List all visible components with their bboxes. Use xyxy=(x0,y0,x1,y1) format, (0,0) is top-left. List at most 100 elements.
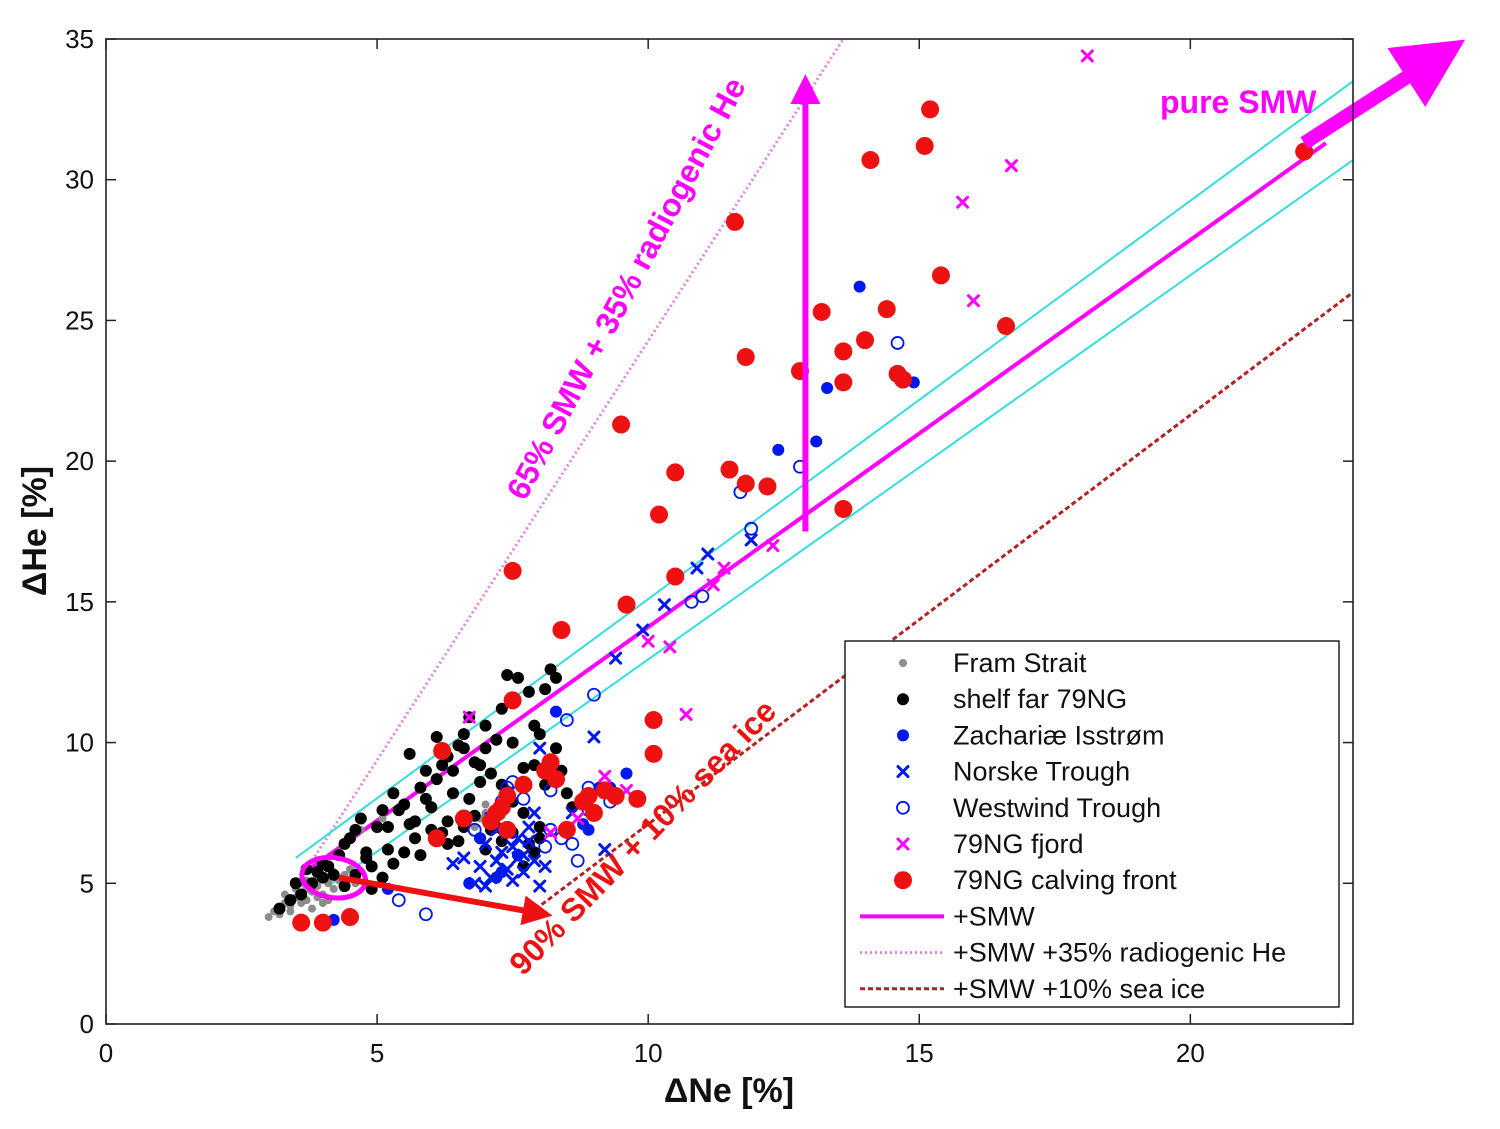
data-point xyxy=(430,730,443,743)
data-point xyxy=(473,859,487,873)
data-point xyxy=(679,707,693,721)
legend-marker xyxy=(899,659,907,667)
legend-item: Westwind Trough xyxy=(896,793,1161,823)
data-point xyxy=(452,835,465,848)
data-point xyxy=(391,893,406,908)
data-point xyxy=(657,598,671,612)
data-point xyxy=(376,804,389,817)
data-point xyxy=(584,803,603,822)
x-tick-label: 15 xyxy=(905,1038,934,1068)
legend-marker xyxy=(897,693,909,706)
data-point xyxy=(517,806,530,819)
data-point xyxy=(514,775,533,794)
data-point xyxy=(695,589,710,604)
data-point xyxy=(533,821,546,833)
data-point xyxy=(500,862,514,876)
legend-label: Norske Trough xyxy=(953,757,1130,787)
legend-marker xyxy=(896,837,910,851)
data-point xyxy=(587,687,601,702)
data-point xyxy=(543,822,558,837)
data-point xyxy=(560,787,573,800)
data-point xyxy=(538,859,552,873)
data-point xyxy=(462,710,476,724)
data-point xyxy=(264,913,273,922)
data-point xyxy=(821,381,834,394)
data-point xyxy=(544,826,558,840)
data-point xyxy=(720,460,739,479)
data-point xyxy=(853,280,866,293)
data-point xyxy=(1004,159,1018,173)
data-point xyxy=(579,787,598,806)
legend-item: shelf far 79NG xyxy=(897,684,1127,714)
data-point xyxy=(663,640,677,654)
data-point xyxy=(812,302,831,321)
data-point xyxy=(684,594,699,609)
x-tick-label: 20 xyxy=(1176,1038,1205,1068)
legend-label: +SMW xyxy=(953,901,1035,931)
legend-label: +SMW +35% radiogenic He xyxy=(953,938,1286,968)
data-point xyxy=(559,713,574,727)
data-point xyxy=(571,812,585,826)
data-point xyxy=(484,767,497,780)
data-point xyxy=(666,567,685,586)
data-point xyxy=(516,865,530,879)
data-point xyxy=(744,521,759,536)
data-point xyxy=(541,753,560,772)
data-point xyxy=(570,853,585,868)
data-point xyxy=(766,539,780,553)
data-point xyxy=(414,849,427,862)
legend-item: +SMW xyxy=(860,901,1035,931)
legend-item: Zachariæ Isstrøm xyxy=(897,720,1165,750)
data-point xyxy=(736,348,755,367)
data-point xyxy=(425,801,438,814)
data-point xyxy=(297,898,306,907)
legend-label: shelf far 79NG xyxy=(953,684,1127,714)
data-point xyxy=(550,671,563,684)
data-point xyxy=(1080,49,1094,63)
data-point xyxy=(539,683,552,696)
data-point xyxy=(834,342,853,361)
data-point xyxy=(295,888,308,901)
data-point xyxy=(834,499,853,518)
data-point xyxy=(527,854,541,868)
data-point xyxy=(598,769,612,783)
series-zachari-isstr-m xyxy=(327,280,920,926)
data-point xyxy=(921,100,940,119)
series-79ng-fjord xyxy=(462,49,1094,840)
data-point xyxy=(506,736,519,749)
data-point xyxy=(273,902,286,915)
data-point xyxy=(292,913,311,932)
data-point xyxy=(877,300,896,319)
data-point xyxy=(666,463,685,482)
data-point xyxy=(457,742,470,755)
data-point xyxy=(856,331,875,350)
legend-item: 79NG fjord xyxy=(896,829,1084,859)
data-point xyxy=(430,773,443,786)
legend-marker xyxy=(896,765,910,779)
data-point xyxy=(457,851,471,865)
data-point xyxy=(810,435,823,448)
data-point xyxy=(644,711,663,730)
data-point xyxy=(329,884,338,893)
data-point xyxy=(490,733,503,746)
data-point xyxy=(479,719,492,732)
data-point xyxy=(834,373,853,392)
data-point xyxy=(522,834,536,848)
data-point xyxy=(498,787,517,806)
data-point xyxy=(550,742,563,755)
data-point xyxy=(286,907,295,916)
data-point xyxy=(538,839,553,854)
plot-frame xyxy=(105,38,1354,1025)
data-point xyxy=(893,370,912,389)
y-tick-label: 10 xyxy=(65,728,94,758)
data-point xyxy=(446,857,460,871)
data-point xyxy=(717,561,731,575)
data-point xyxy=(338,880,351,893)
data-point xyxy=(463,792,476,805)
data-point xyxy=(284,894,297,907)
data-point xyxy=(414,781,427,794)
data-point xyxy=(533,741,547,755)
data-point xyxy=(706,578,720,592)
legend-label: Zachariæ Isstrøm xyxy=(953,720,1165,750)
